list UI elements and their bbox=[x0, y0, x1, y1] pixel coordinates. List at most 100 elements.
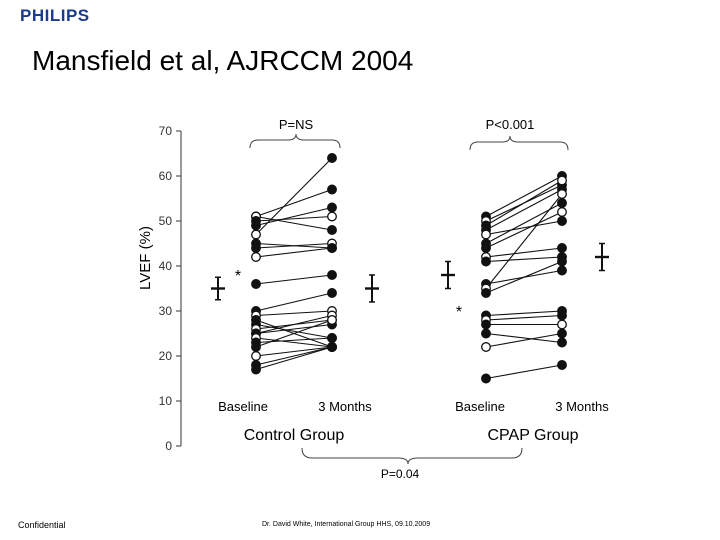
y-axis: 0 10 20 30 40 50 60 70 bbox=[159, 124, 182, 453]
footer-credit: Dr. David White, International Group HHS… bbox=[262, 521, 431, 528]
baseline-point bbox=[251, 243, 261, 253]
cpap-group-label: CPAP Group bbox=[487, 427, 578, 444]
paired-line bbox=[255, 292, 333, 312]
y-tick-label: 20 bbox=[159, 349, 173, 363]
page-title: Mansfield et al, AJRCCM 2004 bbox=[32, 45, 414, 76]
y-tick-label: 10 bbox=[159, 394, 173, 408]
paired-line bbox=[485, 310, 563, 317]
followup-point bbox=[327, 333, 337, 343]
baseline-point bbox=[251, 220, 261, 231]
followup-point bbox=[327, 153, 337, 163]
followup-point bbox=[557, 256, 567, 267]
y-tick-label: 0 bbox=[165, 439, 172, 453]
paired-line bbox=[485, 364, 563, 380]
paired-line bbox=[255, 346, 333, 357]
followup-point bbox=[327, 342, 337, 352]
paired-line bbox=[255, 247, 333, 258]
y-tick-label: 30 bbox=[159, 304, 173, 318]
followup-point bbox=[557, 216, 567, 226]
baseline-point bbox=[481, 229, 491, 240]
followup-point bbox=[557, 319, 567, 330]
paired-line bbox=[255, 323, 333, 335]
paired-line bbox=[255, 337, 333, 348]
followup-point bbox=[327, 288, 337, 298]
followup-point bbox=[327, 184, 337, 195]
followup-point bbox=[557, 198, 567, 208]
paired-line bbox=[255, 346, 333, 366]
control-bracket bbox=[249, 133, 341, 149]
paired-line bbox=[485, 260, 563, 294]
paired-line bbox=[485, 211, 563, 249]
control-group-label: Control Group bbox=[244, 427, 345, 444]
followup-point bbox=[327, 315, 337, 325]
paired-line bbox=[485, 189, 563, 231]
y-tick-label: 40 bbox=[159, 259, 173, 273]
cpap-bracket bbox=[469, 135, 569, 151]
baseline-point bbox=[481, 373, 491, 384]
paired-line bbox=[485, 193, 563, 289]
baseline-point bbox=[481, 328, 491, 339]
y-tick-label: 60 bbox=[159, 169, 173, 183]
cpap-group-series: * bbox=[441, 171, 609, 384]
followup-point bbox=[327, 270, 337, 280]
baseline-point bbox=[481, 243, 491, 253]
paired-line bbox=[485, 247, 563, 258]
paired-line bbox=[255, 157, 333, 235]
paired-line bbox=[485, 180, 563, 226]
y-tick-label: 70 bbox=[159, 124, 173, 138]
control-baseline-label: Baseline bbox=[218, 399, 268, 414]
y-axis-label: LVEF (%) bbox=[137, 226, 154, 290]
confidential-label: Confidential bbox=[18, 520, 66, 530]
paired-line bbox=[485, 332, 563, 344]
paired-line bbox=[255, 188, 333, 218]
paired-line bbox=[485, 256, 563, 263]
baseline-point bbox=[251, 342, 261, 352]
followup-point bbox=[557, 243, 567, 253]
followup-point bbox=[557, 328, 567, 339]
paired-line bbox=[255, 323, 333, 339]
followup-point bbox=[327, 243, 337, 253]
baseline-point bbox=[251, 279, 261, 289]
paired-line bbox=[255, 310, 333, 317]
followup-point bbox=[327, 225, 337, 235]
paired-line bbox=[485, 175, 563, 217]
philips-logo: PHILIPS bbox=[20, 6, 90, 25]
paired-line bbox=[485, 314, 563, 321]
paired-line bbox=[255, 337, 333, 344]
followup-point bbox=[327, 202, 337, 213]
paired-line bbox=[485, 220, 563, 236]
control-3months-label: 3 Months bbox=[318, 399, 372, 414]
paired-line bbox=[255, 274, 333, 285]
cpap-baseline-label: Baseline bbox=[455, 399, 505, 414]
paired-line bbox=[255, 314, 333, 335]
baseline-point bbox=[481, 342, 491, 352]
comparison-bracket bbox=[301, 447, 523, 465]
paired-line bbox=[255, 215, 333, 231]
baseline-point bbox=[481, 319, 491, 330]
followup-point bbox=[557, 265, 567, 276]
baseline-point bbox=[481, 288, 491, 298]
baseline-point bbox=[251, 364, 261, 375]
paired-line bbox=[255, 319, 333, 348]
followup-point bbox=[557, 310, 567, 321]
paired-line bbox=[485, 332, 563, 348]
y-tick-label: 50 bbox=[159, 214, 173, 228]
baseline-point bbox=[251, 252, 261, 262]
followup-point bbox=[327, 211, 337, 222]
baseline-point bbox=[251, 229, 261, 240]
cpap-significance: P<0.001 bbox=[486, 117, 535, 132]
followup-point bbox=[557, 360, 567, 370]
paired-line bbox=[255, 346, 333, 371]
paired-line bbox=[255, 242, 333, 249]
control-group-series: * bbox=[211, 153, 379, 375]
control-significance: P=NS bbox=[279, 117, 314, 132]
followup-point bbox=[557, 207, 567, 217]
followup-point bbox=[557, 337, 567, 348]
baseline-point bbox=[251, 351, 261, 361]
cpap-3months-label: 3 Months bbox=[555, 399, 609, 414]
comparison-significance: P=0.04 bbox=[381, 467, 420, 481]
followup-point bbox=[557, 189, 567, 199]
significance-star: * bbox=[456, 304, 462, 321]
baseline-point bbox=[481, 256, 491, 267]
